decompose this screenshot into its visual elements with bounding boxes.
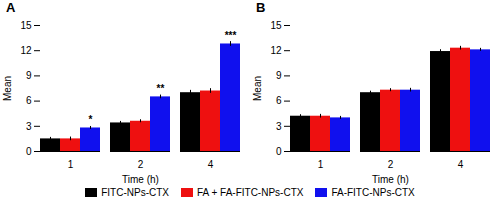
svg-text:3: 3 — [276, 121, 282, 132]
svg-text:15: 15 — [20, 20, 32, 31]
svg-text:Mean: Mean — [252, 76, 263, 101]
svg-text:2: 2 — [138, 159, 144, 170]
svg-text:4: 4 — [208, 159, 214, 170]
svg-text:15: 15 — [270, 20, 282, 31]
html-text:FA-FITC-NPs-CTX: FA-FITC-NPs-CTX — [331, 187, 415, 198]
svg-text:4: 4 — [458, 159, 464, 170]
svg-text:*: * — [89, 114, 93, 125]
svg-text:Time (h): Time (h) — [372, 174, 409, 185]
svg-text:0: 0 — [26, 146, 32, 157]
svg-text:0: 0 — [276, 146, 282, 157]
svg-text:Mean: Mean — [2, 76, 13, 101]
html-text:B: B — [256, 0, 266, 15]
svg-text:6: 6 — [26, 95, 32, 106]
svg-text:6: 6 — [276, 95, 282, 106]
svg-text:9: 9 — [276, 70, 282, 81]
svg-text:3: 3 — [26, 121, 32, 132]
svg-text:**: ** — [157, 83, 165, 94]
svg-text:12: 12 — [20, 45, 32, 56]
svg-text:2: 2 — [388, 159, 394, 170]
svg-text:***: *** — [225, 30, 237, 41]
html-text:A: A — [6, 0, 16, 15]
svg-text:9: 9 — [26, 70, 32, 81]
svg-text:Time (h): Time (h) — [122, 174, 159, 185]
svg-text:12: 12 — [270, 45, 282, 56]
svg-text:1: 1 — [318, 159, 324, 170]
html-text:FITC-NPs-CTX: FITC-NPs-CTX — [101, 187, 169, 198]
html-text:FA + FA-FITC-NPs-CTX: FA + FA-FITC-NPs-CTX — [197, 187, 304, 198]
svg-text:1: 1 — [68, 159, 74, 170]
